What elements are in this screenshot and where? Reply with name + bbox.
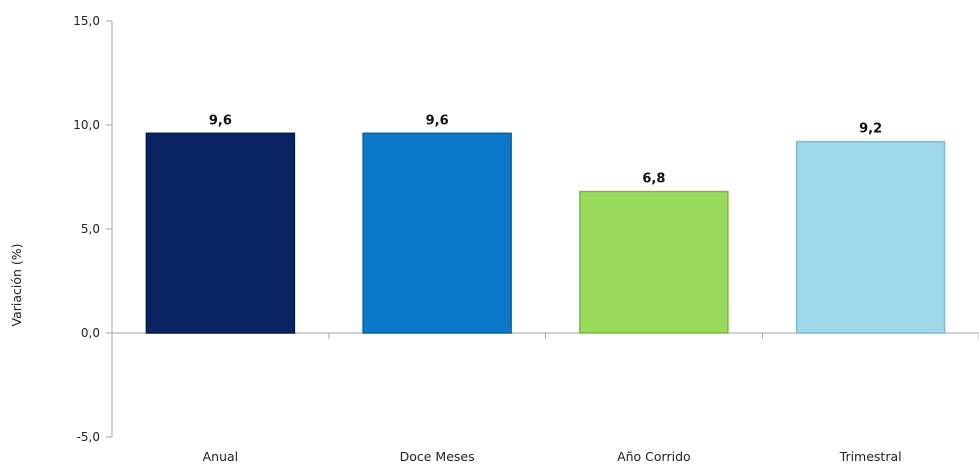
y-tick-label: 10,0 <box>73 118 100 132</box>
bar-trimestral <box>795 140 946 334</box>
y-tick-label: 5,0 <box>81 222 100 236</box>
x-tick-label: Doce Meses <box>400 449 475 464</box>
axes-group: 15,0 10,0 5,0 0,0 -5,0 <box>73 14 979 444</box>
data-label: 9,6 <box>209 113 232 128</box>
bars-group <box>145 132 946 334</box>
data-label: 9,6 <box>426 113 449 128</box>
bar-anual <box>145 132 296 334</box>
bar-año-corrido <box>579 190 729 334</box>
y-tick-label: 15,0 <box>73 14 100 28</box>
x-tick-label: Trimestral <box>839 449 902 464</box>
data-label: 6,8 <box>642 172 665 187</box>
x-tick-label: Año Corrido <box>617 449 691 464</box>
y-tick-label: -5,0 <box>77 430 100 444</box>
bar-doce-meses <box>362 132 512 334</box>
labels-group: 9,6 Anual 9,6 Doce Meses 6,8 Año Corrido 9,2 Tr… <box>203 113 902 464</box>
data-label: 9,2 <box>859 122 882 137</box>
x-tick-label: Anual <box>203 449 239 464</box>
y-axis-title: Variación (%) <box>9 243 24 326</box>
y-tick-label: 0,0 <box>81 326 100 340</box>
